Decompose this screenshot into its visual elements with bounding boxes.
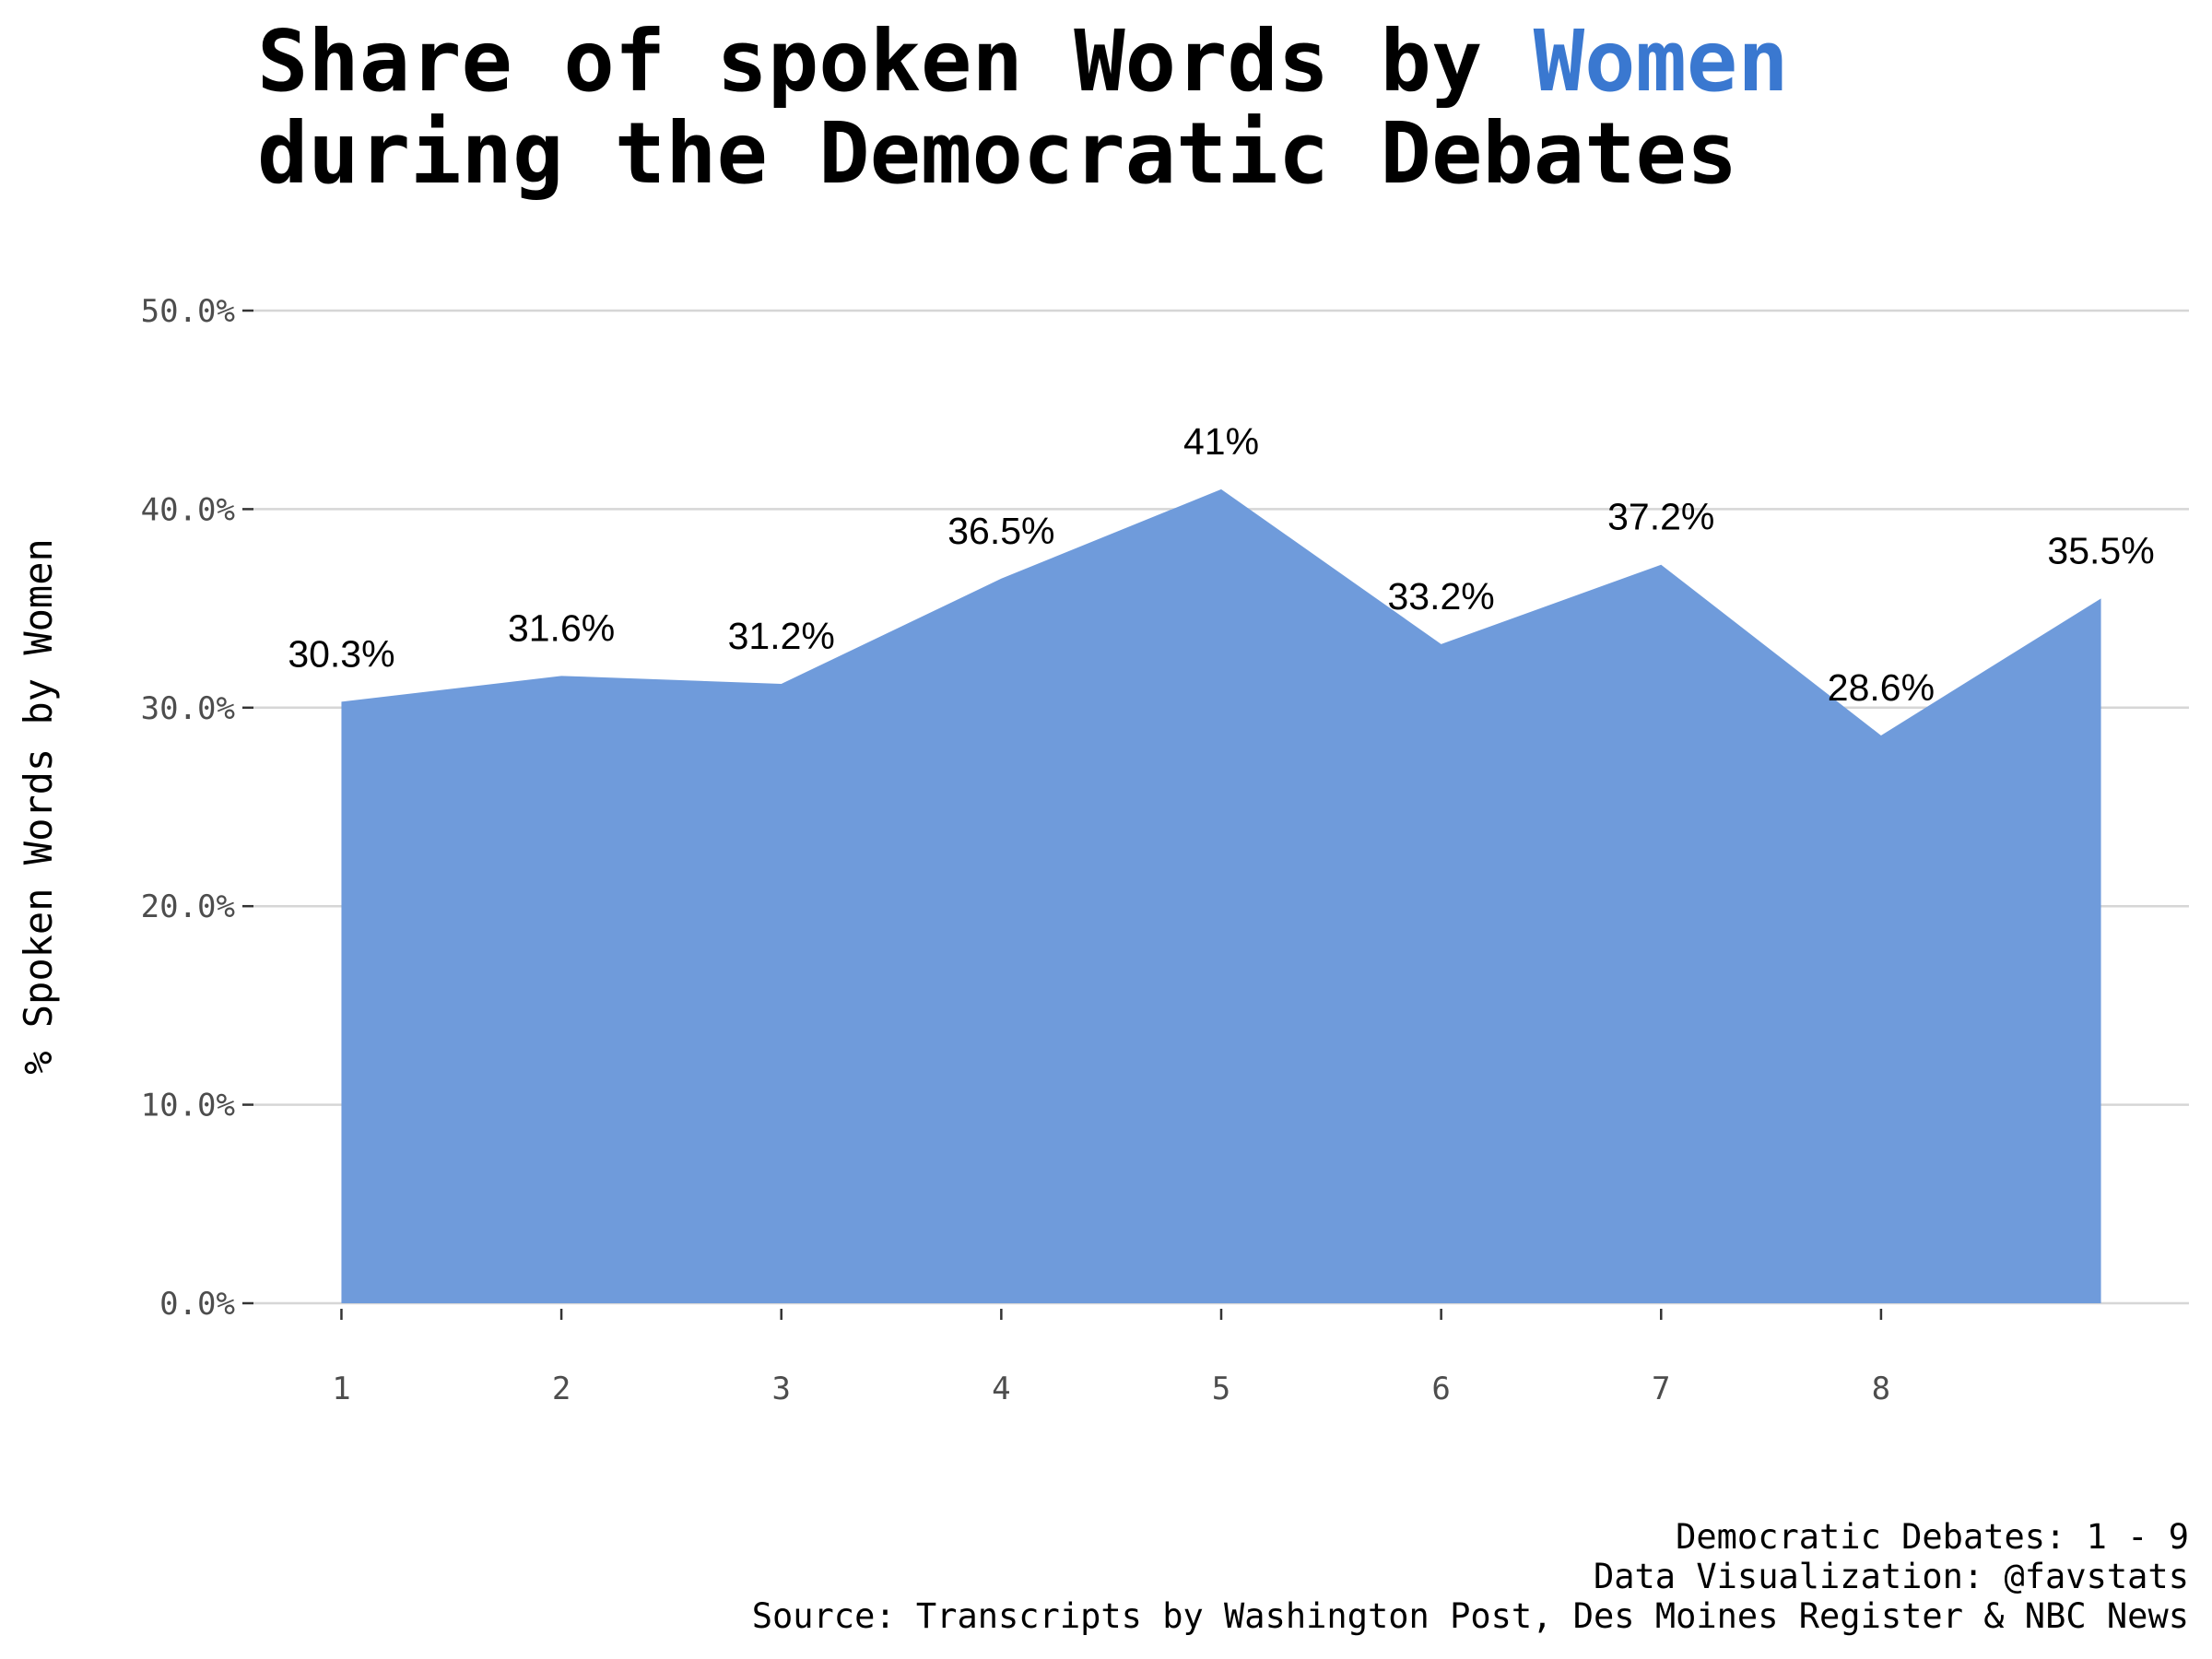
x-tick-label: 7: [1652, 1371, 1670, 1407]
x-tick-label: 4: [992, 1371, 1010, 1407]
title-highlight: Women: [1534, 12, 1789, 111]
x-tick-label: 2: [552, 1371, 571, 1407]
caption-line: Data Visualization: @favstats: [1594, 1557, 2189, 1596]
title-text: Share of spoken Words by: [257, 12, 1482, 111]
y-axis-title: % Spoken Words by Women: [16, 538, 61, 1075]
data-label: 41%: [1183, 420, 1259, 463]
plot: 0.0% 10.0% 20.0% 30.0% 40.0% 50.0% 1 2 3 4 5 6 7 8 30.…: [141, 293, 2189, 1407]
area: [341, 488, 2101, 1303]
y-tick-label: 10.0%: [141, 1088, 235, 1124]
x-tick-label: 1: [332, 1371, 350, 1407]
data-label: 37.2%: [1607, 496, 1714, 538]
y-tick-label: 40.0%: [141, 491, 235, 528]
caption-line: Source: Transcripts by Washington Post, …: [752, 1596, 2189, 1636]
data-label: 35.5%: [2047, 529, 2154, 571]
data-label: 31.2%: [728, 615, 835, 657]
data-label: 36.5%: [947, 510, 1054, 552]
chart-title-line2: during the Democratic Debates: [257, 104, 1737, 203]
data-label: 30.3%: [288, 632, 394, 675]
x-tick-label: 8: [1872, 1371, 1890, 1407]
x-tick-label: 6: [1431, 1371, 1450, 1407]
y-tick-label: 20.0%: [141, 888, 235, 925]
x-tick-label: 5: [1212, 1371, 1230, 1407]
caption-line: Democratic Debates: 1 - 9: [1676, 1517, 2189, 1557]
data-label: 31.6%: [508, 606, 615, 649]
data-label: 28.6%: [1828, 666, 1935, 709]
y-tick-label: 0.0%: [159, 1286, 235, 1323]
x-tick-label: 3: [771, 1371, 790, 1407]
data-label: 33.2%: [1388, 575, 1495, 618]
chart-title: Share of spoken Words by Women: [257, 12, 1789, 111]
y-tick-label: 30.0%: [141, 690, 235, 727]
y-tick-label: 50.0%: [141, 293, 235, 330]
